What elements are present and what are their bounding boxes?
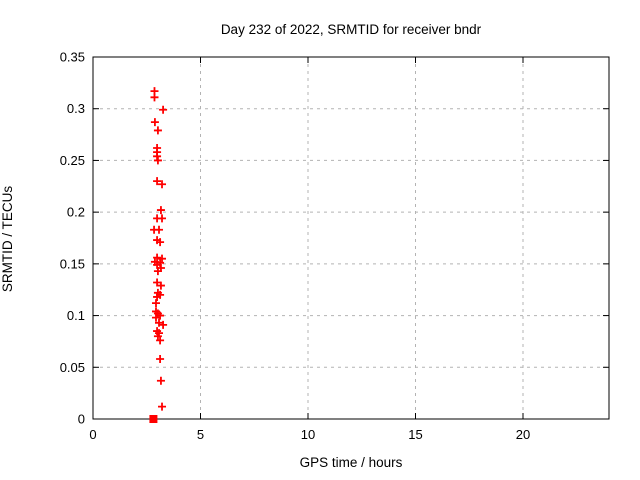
y-tick-label: 0	[78, 412, 85, 427]
data-point-plus	[156, 281, 165, 290]
x-tick-label: 0	[89, 427, 96, 442]
data-point-plus	[155, 225, 164, 234]
data-point-plus	[158, 402, 167, 411]
data-point-plus	[156, 206, 165, 215]
x-tick-label: 20	[516, 427, 530, 442]
y-tick-label: 0.15	[60, 256, 85, 271]
data-point-plus	[159, 105, 168, 114]
data-point-plus	[158, 180, 167, 189]
data-point-plus	[151, 299, 160, 308]
x-tick-label: 15	[408, 427, 422, 442]
data-point-plus	[155, 318, 164, 327]
data-point-plus	[156, 336, 165, 345]
y-tick-label: 0.2	[67, 205, 85, 220]
data-point-plus	[151, 313, 160, 322]
data-point-plus	[153, 267, 162, 276]
data-point-plus	[156, 311, 165, 320]
data-point-plus	[156, 355, 165, 364]
data-point-plus	[153, 156, 162, 165]
data-point-plus	[153, 177, 162, 186]
data-point-square	[149, 415, 158, 423]
x-tick-label: 5	[197, 427, 204, 442]
y-tick-label: 0.35	[60, 50, 85, 65]
data-point-plus	[158, 254, 167, 263]
x-axis-title: GPS time / hours	[299, 455, 403, 470]
y-tick-label: 0.3	[67, 101, 85, 116]
x-tick-label: 10	[301, 427, 315, 442]
plot-border	[92, 56, 610, 420]
y-tick-label: 0.1	[67, 308, 85, 323]
data-point-plus	[153, 332, 162, 341]
data-point-plus	[158, 214, 167, 223]
y-tick-label: 0.25	[60, 153, 85, 168]
data-point-plus	[156, 238, 165, 247]
data-point-plus	[150, 118, 159, 127]
chart-title: Day 232 of 2022, SRMTID for receiver bnd…	[220, 22, 482, 37]
data-point-plus	[156, 376, 165, 385]
data-point-plus	[159, 320, 168, 329]
y-tick-label: 0.05	[60, 360, 85, 375]
data-point-plus	[150, 93, 159, 102]
data-point-plus	[153, 126, 162, 135]
data-point-plus	[153, 292, 162, 301]
data-point-plus	[153, 253, 162, 262]
